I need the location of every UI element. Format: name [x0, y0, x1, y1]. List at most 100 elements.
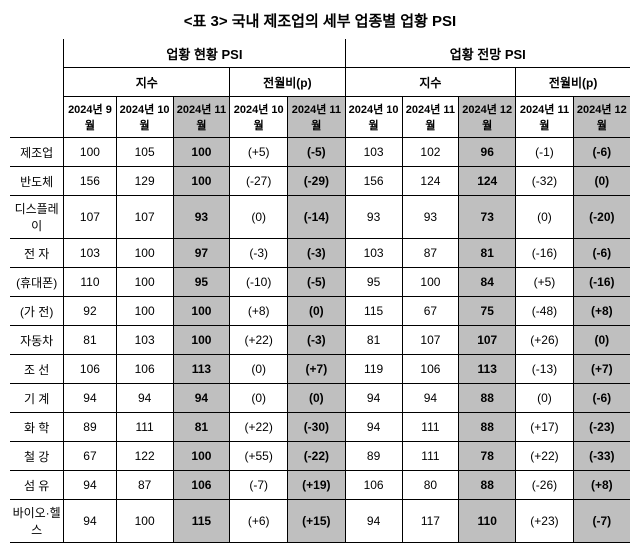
- cell: (-32): [516, 167, 573, 196]
- cell: 94: [345, 500, 402, 543]
- cell: (+8): [573, 471, 630, 500]
- cell: 89: [345, 442, 402, 471]
- cell: (+7): [573, 355, 630, 384]
- cell: (-3): [230, 239, 288, 268]
- table-row: 조 선106106113(0)(+7)119106113(-13)(+7): [10, 355, 630, 384]
- cell: (-16): [573, 268, 630, 297]
- table-header: 업황 현황 PSI 업황 전망 PSI 지수 전월비(p) 지수 전월비(p) …: [10, 39, 630, 138]
- cell: 88: [459, 471, 516, 500]
- cell: 94: [116, 384, 173, 413]
- cell: 103: [345, 239, 402, 268]
- cell: 97: [173, 239, 230, 268]
- cell: 94: [64, 384, 116, 413]
- cell: (-13): [516, 355, 573, 384]
- row-label: 디스플레이: [10, 196, 64, 239]
- cell: 93: [345, 196, 402, 239]
- cell: 100: [116, 500, 173, 543]
- cell: (+22): [516, 442, 573, 471]
- cell: (+19): [288, 471, 345, 500]
- cell: 122: [116, 442, 173, 471]
- header-group1: 업황 현황 PSI: [64, 39, 345, 68]
- cell: (-6): [573, 384, 630, 413]
- cell: 81: [345, 326, 402, 355]
- row-label: 전 자: [10, 239, 64, 268]
- cell: 117: [402, 500, 459, 543]
- cell: 75: [459, 297, 516, 326]
- row-label: 기 계: [10, 384, 64, 413]
- cell: (-6): [573, 239, 630, 268]
- cell: (-27): [230, 167, 288, 196]
- cell: 100: [116, 239, 173, 268]
- cell: (+23): [516, 500, 573, 543]
- cell: 111: [116, 413, 173, 442]
- cell: 87: [402, 239, 459, 268]
- cell: 100: [402, 268, 459, 297]
- cell: (0): [516, 384, 573, 413]
- table-row: 화 학8911181(+22)(-30)9411188(+17)(-23): [10, 413, 630, 442]
- cell: 100: [173, 167, 230, 196]
- hcol-2: 2024년 10월: [116, 97, 173, 138]
- cell: 156: [64, 167, 116, 196]
- table-row: 섬 유9487106(-7)(+19)1068088(-26)(+8): [10, 471, 630, 500]
- hcol-5: 2024년 11월: [288, 97, 345, 138]
- cell: 87: [116, 471, 173, 500]
- cell: (+8): [573, 297, 630, 326]
- row-label: 화 학: [10, 413, 64, 442]
- row-label: (휴대폰): [10, 268, 64, 297]
- header-sub-mom-b: 전월비(p): [516, 68, 630, 97]
- cell: (-48): [516, 297, 573, 326]
- cell: (0): [230, 355, 288, 384]
- cell: (0): [573, 167, 630, 196]
- cell: 78: [459, 442, 516, 471]
- row-label: 자동차: [10, 326, 64, 355]
- cell: (+6): [230, 500, 288, 543]
- cell: (+22): [230, 326, 288, 355]
- cell: (0): [516, 196, 573, 239]
- cell: 94: [402, 384, 459, 413]
- cell: 105: [116, 138, 173, 167]
- cell: 81: [173, 413, 230, 442]
- cell: 129: [116, 167, 173, 196]
- cell: (+5): [230, 138, 288, 167]
- cell: 106: [402, 355, 459, 384]
- hcol-1: 2024년 9월: [64, 97, 116, 138]
- cell: 111: [402, 442, 459, 471]
- row-label: 철 강: [10, 442, 64, 471]
- cell: 67: [64, 442, 116, 471]
- hcol-7: 2024년 11월: [402, 97, 459, 138]
- cell: 106: [116, 355, 173, 384]
- cell: 100: [173, 442, 230, 471]
- cell: (-6): [573, 138, 630, 167]
- cell: 119: [345, 355, 402, 384]
- cell: 107: [459, 326, 516, 355]
- cell: 81: [459, 239, 516, 268]
- table-row: 자동차81103100(+22)(-3)81107107(+26)(0): [10, 326, 630, 355]
- row-label: 반도체: [10, 167, 64, 196]
- cell: (+7): [288, 355, 345, 384]
- cell: (0): [288, 297, 345, 326]
- cell: 106: [173, 471, 230, 500]
- cell: (-5): [288, 138, 345, 167]
- table-row: 반도체156129100(-27)(-29)156124124(-32)(0): [10, 167, 630, 196]
- cell: (+55): [230, 442, 288, 471]
- row-label: (가 전): [10, 297, 64, 326]
- cell: 88: [459, 384, 516, 413]
- cell: 94: [173, 384, 230, 413]
- table-title: <표 3> 국내 제조업의 세부 업종별 업황 PSI: [10, 10, 630, 31]
- table-row: (가 전)92100100(+8)(0)1156775(-48)(+8): [10, 297, 630, 326]
- cell: 106: [345, 471, 402, 500]
- cell: 124: [459, 167, 516, 196]
- cell: 84: [459, 268, 516, 297]
- hcol-3: 2024년 11월: [173, 97, 230, 138]
- table-row: 바이오·헬스94100115(+6)(+15)94117110(+23)(-7): [10, 500, 630, 543]
- cell: (-3): [288, 239, 345, 268]
- table-row: (휴대폰)11010095(-10)(-5)9510084(+5)(-16): [10, 268, 630, 297]
- cell: (-1): [516, 138, 573, 167]
- cell: (+5): [516, 268, 573, 297]
- header-sub-index-a: 지수: [64, 68, 230, 97]
- header-sub-index-b: 지수: [345, 68, 516, 97]
- cell: (-20): [573, 196, 630, 239]
- cell: (+8): [230, 297, 288, 326]
- cell: (0): [288, 384, 345, 413]
- cell: 107: [402, 326, 459, 355]
